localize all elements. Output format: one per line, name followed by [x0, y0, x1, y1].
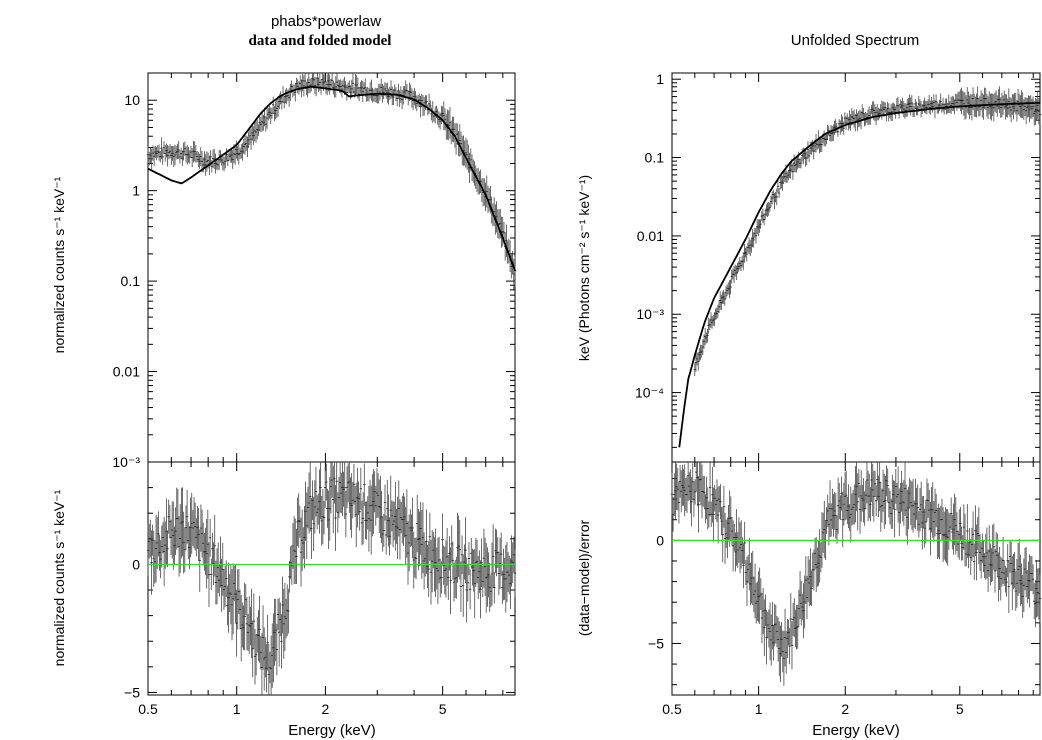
right-bottom-data-group [670, 462, 1042, 686]
left-top-ytick-label: 0.1 [121, 273, 141, 289]
left-bottom-tick-group: 0.5 1 2 5 0 −5 [124, 461, 515, 717]
left-top-tick-group: 10 1 0.1 0.01 10⁻³ [112, 72, 515, 470]
right-xtick-label: 2 [841, 701, 849, 717]
right-bottom-panel: 0.5 1 2 5 0 −5 (data−model)/error Energy (keV… [576, 461, 1042, 739]
left-bottom-ytick-label: 0 [132, 556, 140, 572]
right-top-ylabel: keV (Photons cm⁻² s⁻¹ keV⁻¹) [576, 175, 592, 361]
right-xlabel: Energy (keV) [812, 722, 900, 739]
right-xtick-label: 1 [755, 701, 763, 717]
left-xtick-label: 0.5 [138, 701, 158, 717]
right-bottom-ytick-label: 0 [656, 532, 664, 548]
right-top-ytick-label: 0.01 [637, 228, 664, 244]
left-title: phabs*powerlaw [271, 13, 381, 30]
right-top-ytick-label: 1 [656, 71, 664, 87]
right-xtick-label: 5 [956, 701, 964, 717]
right-top-data-group [678, 86, 1042, 448]
right-bottom-tick-group: 0.5 1 2 5 0 −5 [648, 462, 1040, 717]
left-xtick-label: 2 [322, 701, 330, 717]
right-top-tick-group: 1 0.1 0.01 10⁻³ 10⁻⁴ [635, 71, 1040, 462]
right-top-ytick-label: 10⁻⁴ [635, 385, 664, 401]
left-top-panel: 10 1 0.1 0.01 10⁻³ normalized counts s⁻¹ keV… [51, 72, 517, 470]
right-top-model-line [678, 101, 1041, 448]
left-top-ytick-label: 10⁻³ [112, 454, 140, 470]
left-top-ytick-label: 1 [132, 183, 140, 199]
right-top-ytick-label: 10⁻³ [636, 306, 664, 322]
left-bottom-ylabel: normalized counts s⁻¹ keV⁻¹ [51, 489, 67, 666]
right-bottom-ytick-label: −5 [648, 635, 664, 651]
left-xtick-label: 5 [439, 701, 447, 717]
right-top-panel: 1 0.1 0.01 10⁻³ 10⁻⁴ keV (Photons cm⁻² s⁻¹ k… [576, 71, 1042, 463]
right-title: Unfolded Spectrum [791, 32, 919, 49]
left-bottom-data-group [146, 462, 517, 695]
left-xtick-label: 1 [233, 701, 241, 717]
left-bottom-panel: 0.5 1 2 5 0 −5 normalized counts s⁻¹ keV⁻¹ En… [51, 461, 517, 739]
left-top-ytick-label: 0.01 [113, 364, 140, 380]
left-top-ytick-label: 10 [124, 92, 140, 108]
left-top-ylabel: normalized counts s⁻¹ keV⁻¹ [51, 176, 67, 353]
left-bottom-ytick-label: −5 [124, 684, 140, 700]
left-top-model-line [147, 85, 516, 272]
right-top-frame [671, 72, 1041, 463]
left-subtitle: data and folded model [249, 33, 392, 49]
right-bottom-ylabel: (data−model)/error [576, 519, 592, 636]
right-xtick-label: 0.5 [662, 701, 682, 717]
left-top-data-group [146, 73, 517, 290]
right-top-ytick-label: 0.1 [645, 150, 665, 166]
left-xlabel: Energy (keV) [288, 722, 376, 739]
right-bottom-frame [671, 461, 1041, 696]
